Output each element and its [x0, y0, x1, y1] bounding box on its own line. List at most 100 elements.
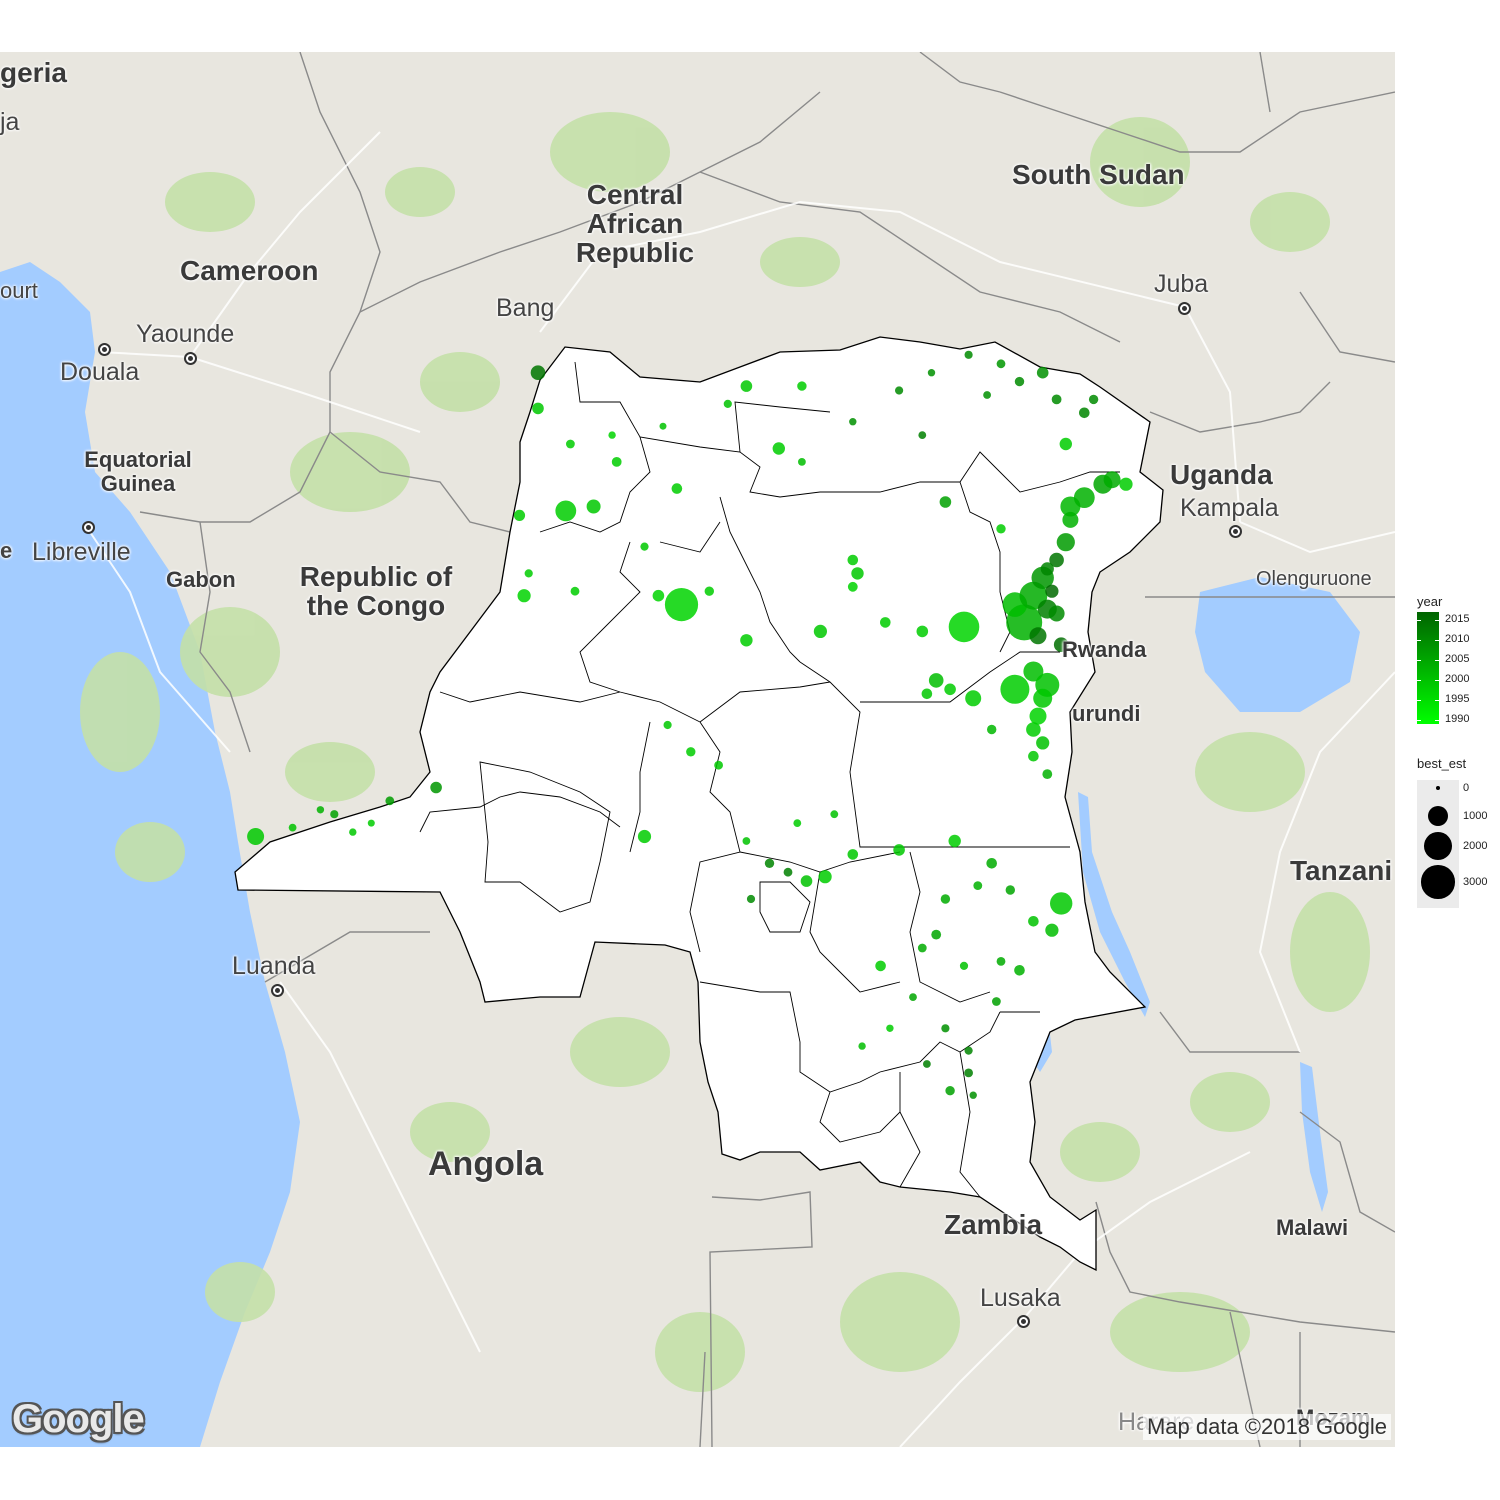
- conflict-point-108: [996, 957, 1006, 966]
- size-key-label: 3000: [1463, 876, 1488, 888]
- year-tick-mark: [1417, 620, 1421, 621]
- conflict-point-71: [1059, 437, 1073, 451]
- label-olenguruone: Olenguruone: [1256, 568, 1372, 590]
- conflict-point-81: [247, 828, 265, 845]
- label-congo-line-2: the Congo: [306, 590, 446, 621]
- conflict-point-36: [1029, 627, 1047, 645]
- conflict-point-62: [1040, 562, 1054, 576]
- size-key-1000: [1427, 805, 1449, 827]
- label-nigeria: geria: [0, 57, 67, 88]
- city-marker-icon: [82, 521, 95, 534]
- label-car-line-3: Republic: [575, 237, 695, 268]
- conflict-point-106: [940, 894, 951, 904]
- conflict-point-69: [1079, 407, 1090, 419]
- year-tick-label: 2010: [1445, 633, 1470, 645]
- label-tanzania: Tanzani: [1290, 855, 1393, 886]
- label-car-line-2: African: [586, 208, 684, 239]
- conflict-point-63: [1036, 366, 1049, 379]
- conflict-point-39: [1045, 584, 1059, 598]
- size-key-0: [1436, 786, 1440, 790]
- conflict-point-99: [948, 834, 961, 848]
- label-burundi: urundi: [1072, 701, 1141, 726]
- conflict-point-43: [1033, 688, 1053, 708]
- conflict-point-104: [1028, 916, 1039, 927]
- conflict-point-25: [847, 581, 858, 592]
- conflict-point-105: [973, 881, 983, 890]
- conflict-point-116: [964, 1046, 973, 1055]
- conflict-point-2: [566, 439, 575, 449]
- year-tick-mark: [1435, 640, 1439, 641]
- lake-tanganyika: [1078, 792, 1150, 1017]
- label-abuja: ja: [0, 108, 20, 136]
- conflict-point-77: [430, 781, 442, 794]
- map-data-credit: Map data ©2018 Google: [1142, 1414, 1391, 1440]
- conflict-point-59: [1062, 511, 1079, 528]
- conflict-point-15: [524, 569, 533, 578]
- conflict-point-37: [1048, 605, 1065, 622]
- conflict-point-101: [1005, 885, 1015, 895]
- conflict-point-48: [1042, 769, 1053, 779]
- conflict-point-118: [964, 1068, 973, 1078]
- legend-best-est-title: best_est: [1417, 756, 1467, 771]
- year-tick-mark: [1435, 700, 1439, 701]
- label-car-line-1: Central: [586, 179, 684, 210]
- conflict-point-100: [986, 858, 997, 869]
- label-uganda: Uganda: [1170, 459, 1273, 490]
- label-douala: Douala: [60, 358, 140, 386]
- conflict-point-111: [959, 961, 969, 971]
- year-tick-mark: [1417, 640, 1421, 641]
- conflict-point-102: [1050, 892, 1073, 915]
- conflict-point-61: [1049, 552, 1064, 568]
- conflict-point-29: [939, 496, 952, 508]
- conflict-point-23: [847, 554, 859, 566]
- map-panel[interactable]: geria Cameroon Central African Republic …: [0, 52, 1395, 1447]
- conflict-point-76: [797, 381, 807, 391]
- conflict-point-120: [858, 1042, 866, 1050]
- conflict-point-112: [917, 943, 927, 953]
- year-tick-label: 2000: [1445, 673, 1470, 685]
- year-tick-mark: [1435, 620, 1439, 621]
- label-rwanda: Rwanda: [1062, 637, 1147, 662]
- label-south-sudan: South Sudan: [1012, 159, 1185, 190]
- conflict-points-layer: [247, 350, 1133, 1099]
- conflict-point-115: [941, 1024, 950, 1033]
- basemap: [0, 52, 1395, 1447]
- google-logo[interactable]: Google: [12, 1397, 145, 1441]
- year-tick-label: 1995: [1445, 693, 1470, 705]
- conflict-point-40: [1023, 661, 1044, 682]
- label-cameroon: Cameroon: [180, 255, 319, 286]
- conflict-point-84: [367, 819, 375, 827]
- conflict-point-78: [385, 796, 395, 806]
- size-key-2000: [1424, 832, 1452, 860]
- conflict-point-14: [640, 542, 649, 551]
- conflict-point-5: [659, 422, 667, 430]
- conflict-point-117: [945, 1086, 955, 1096]
- conflict-point-57: [1103, 471, 1121, 489]
- label-angola: Angola: [428, 1145, 544, 1183]
- conflict-point-82: [349, 828, 357, 836]
- year-tick-mark: [1417, 660, 1421, 661]
- city-marker-icon: [1178, 302, 1191, 315]
- conflict-point-98: [893, 844, 905, 856]
- conflict-point-4: [608, 431, 616, 439]
- conflict-point-89: [742, 837, 751, 845]
- label-e-fragment: e: [0, 538, 13, 563]
- conflict-point-11: [513, 509, 526, 521]
- label-eq-guinea-line-2: Guinea: [100, 471, 176, 496]
- conflict-point-92: [800, 875, 813, 887]
- conflict-point-22: [813, 624, 828, 639]
- conflict-point-53: [987, 724, 997, 735]
- conflict-point-28: [948, 611, 980, 643]
- conflict-point-19: [664, 588, 699, 622]
- label-gabon: Gabon: [166, 567, 236, 592]
- year-tick-mark: [1435, 660, 1439, 661]
- year-tick-mark: [1435, 680, 1439, 681]
- label-eq-guinea-line-1: Equatorial: [84, 447, 192, 472]
- size-key-label: 1000: [1463, 810, 1488, 822]
- conflict-point-75: [849, 418, 857, 426]
- year-tick-mark: [1417, 680, 1421, 681]
- conflict-point-121: [923, 1060, 931, 1068]
- conflict-point-52: [965, 690, 982, 707]
- label-bangui: Bang: [496, 294, 555, 322]
- conflict-point-113: [875, 960, 886, 972]
